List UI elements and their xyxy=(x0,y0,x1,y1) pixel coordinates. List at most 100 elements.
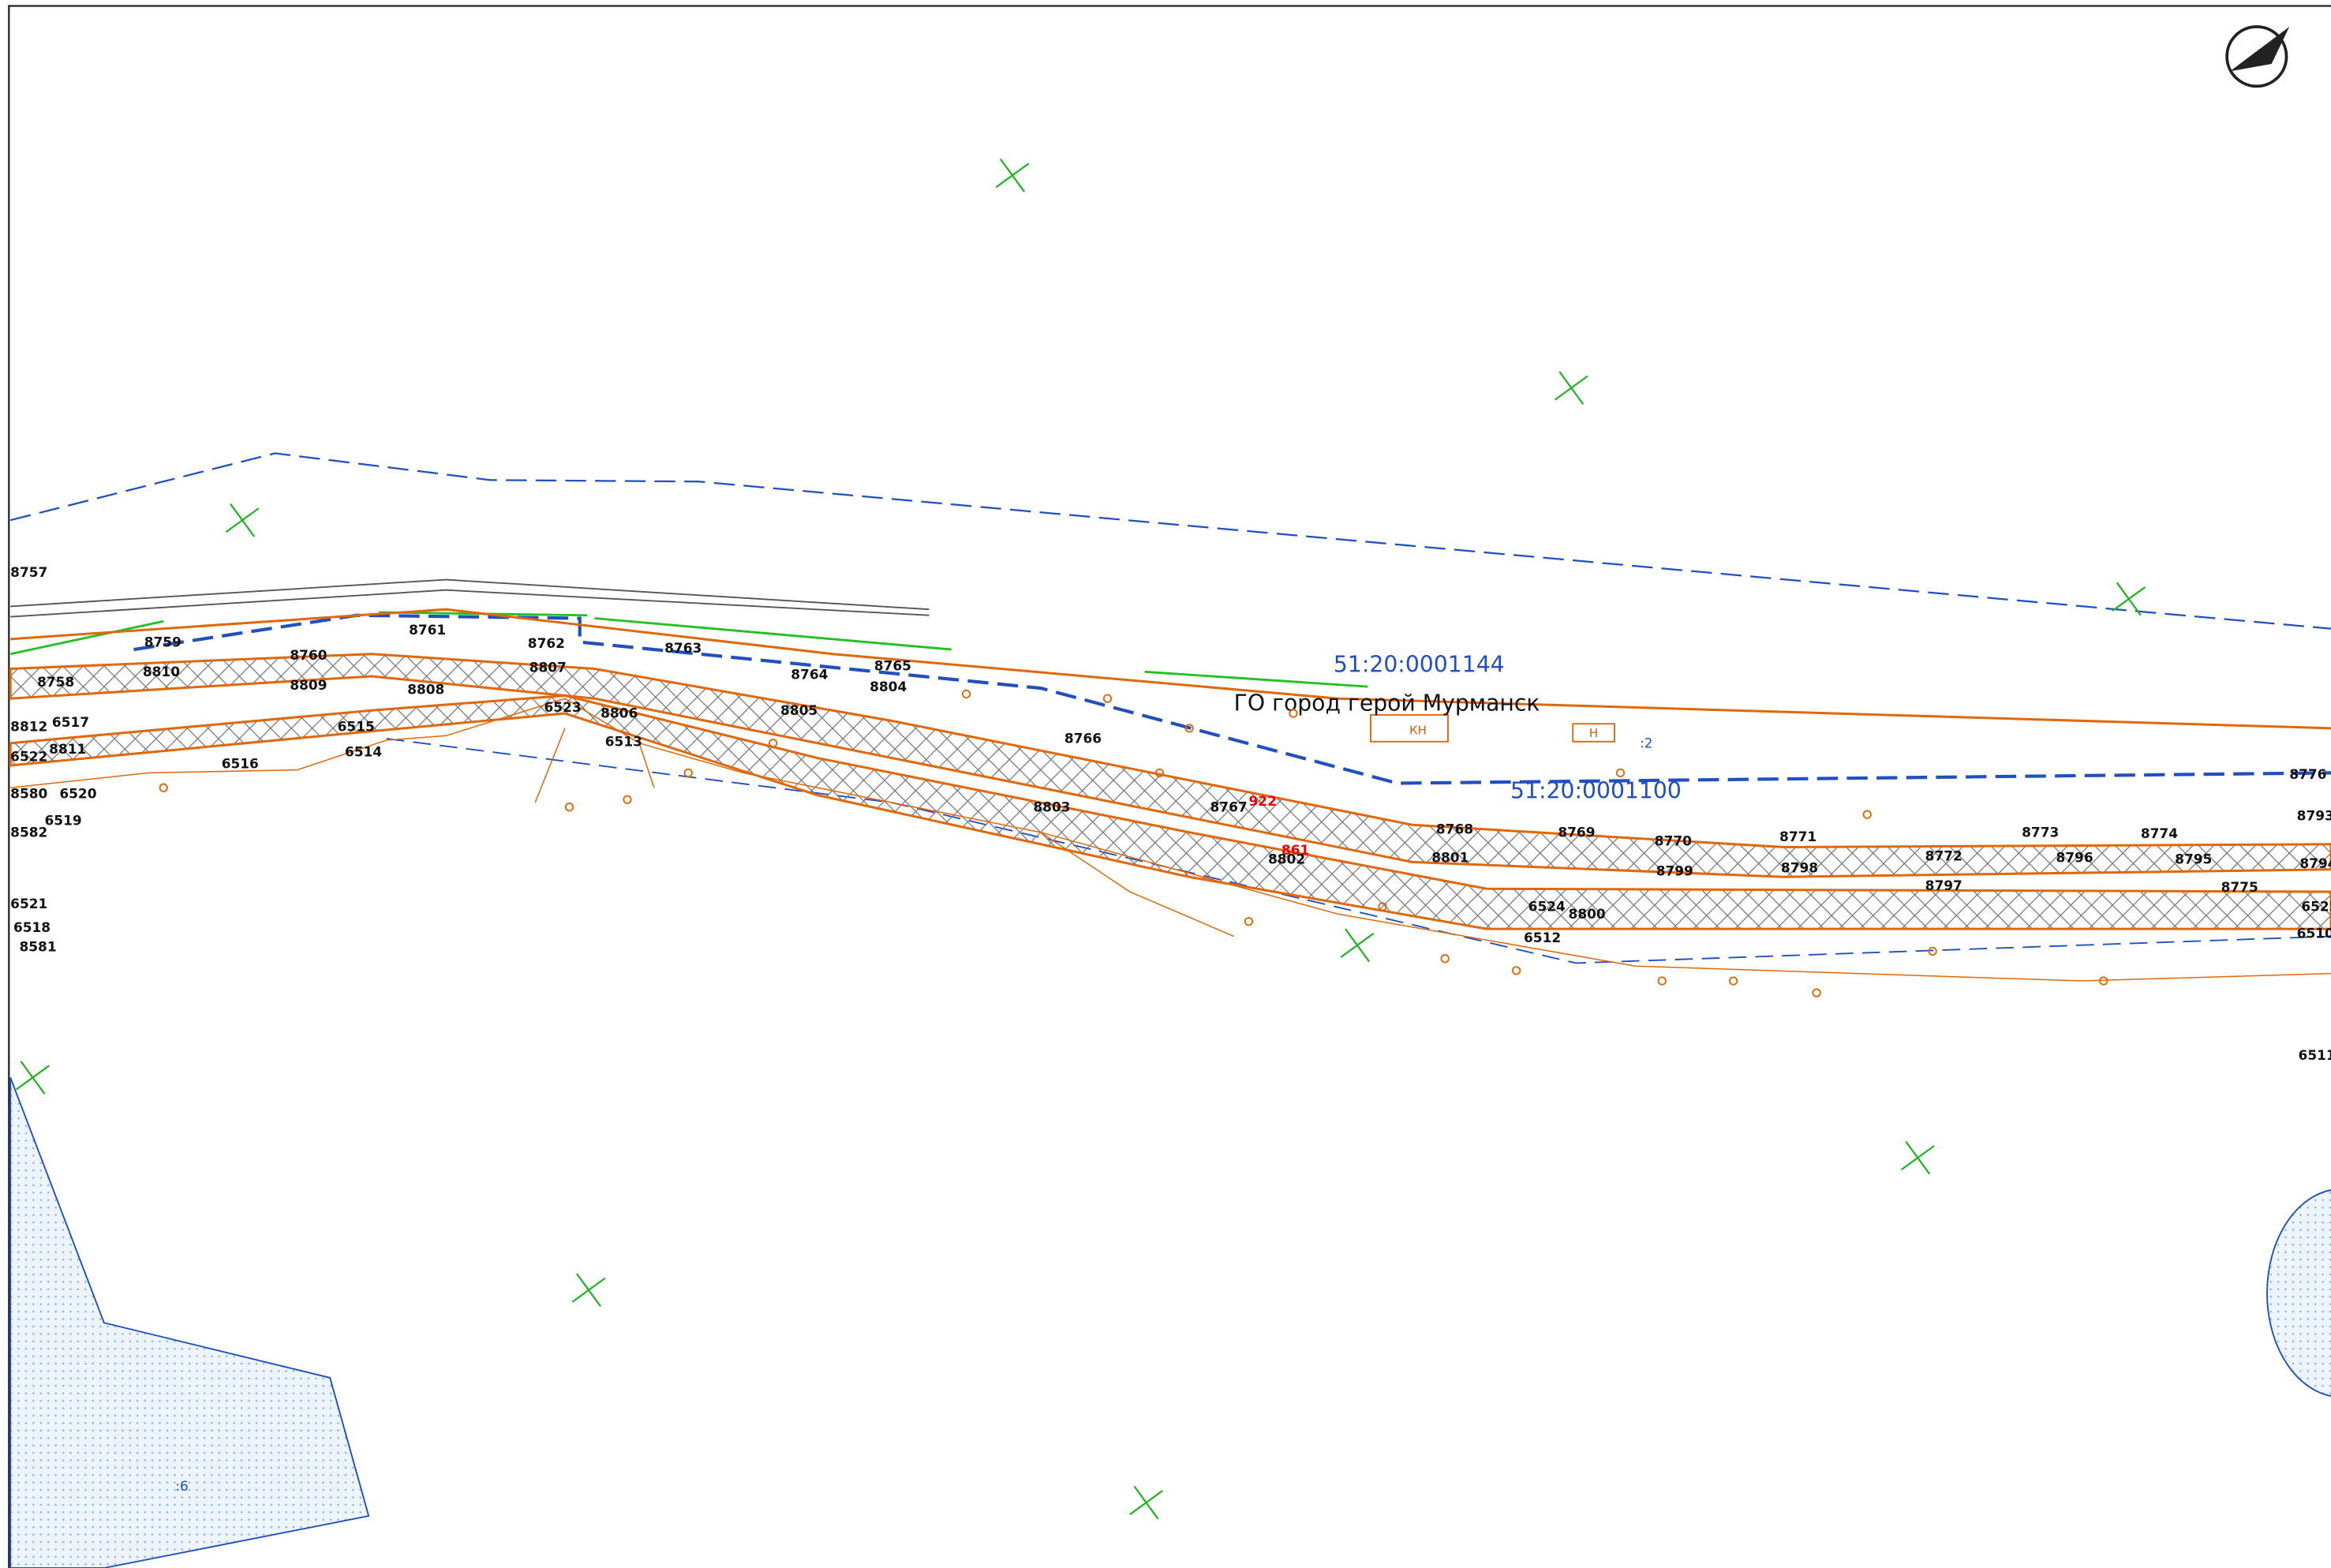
survey-mark xyxy=(623,795,632,804)
survey-mark xyxy=(768,739,778,748)
point-label: 8812 xyxy=(10,719,47,735)
point-label: 8774 xyxy=(2141,825,2178,841)
point-label: 6515 xyxy=(338,719,375,735)
cadastral-number: 51:20:0001144 xyxy=(1334,651,1505,677)
survey-mark xyxy=(159,783,168,792)
point-label: 6518 xyxy=(13,919,51,935)
point-label: 8767 xyxy=(1210,799,1248,814)
grid-cross xyxy=(1129,1485,1163,1520)
point-label: 6516 xyxy=(222,756,259,772)
point-label: 6523 xyxy=(544,699,582,715)
orange-line xyxy=(10,608,2331,730)
orange-line xyxy=(534,728,1234,937)
grid-cross xyxy=(16,1061,50,1095)
survey-mark xyxy=(564,803,574,812)
point-label: 8769 xyxy=(1558,824,1595,840)
survey-mark xyxy=(2099,976,2108,986)
point-label: 6520 xyxy=(59,785,96,801)
point-label: 6521 xyxy=(10,896,47,911)
zone-label: :2 xyxy=(1640,735,1652,750)
zone-ellipse xyxy=(2266,1189,2331,1398)
point-label: 8760 xyxy=(290,647,327,663)
zone-label: :6 xyxy=(175,1478,188,1494)
point-label: 6514 xyxy=(345,744,382,760)
point-label: 8801 xyxy=(1431,849,1469,865)
point-label: 8765 xyxy=(874,657,911,673)
survey-mark xyxy=(1102,694,1113,703)
building xyxy=(1370,713,1449,743)
frame xyxy=(8,5,2331,1568)
point-label: 8775 xyxy=(2221,879,2258,895)
point-label: 8776 xyxy=(2289,766,2326,782)
grid-cross xyxy=(1900,1140,1935,1175)
grid-cross xyxy=(1554,371,1588,405)
point-label: 8757 xyxy=(10,564,47,580)
point-label: 8797 xyxy=(1925,878,1962,893)
point-label: 8800 xyxy=(1569,906,1606,922)
grid-cross xyxy=(995,158,1030,193)
point-label: 8803 xyxy=(1033,799,1070,814)
point-label: 8796 xyxy=(2056,849,2093,865)
survey-mark xyxy=(1289,709,1298,718)
hatched-band xyxy=(9,653,2331,878)
point-label: 8804 xyxy=(870,679,907,694)
point-label: 6510 xyxy=(2297,925,2331,941)
marked-point: 922 xyxy=(1249,793,1277,809)
survey-mark xyxy=(1615,768,1626,778)
point-label: 6522 xyxy=(10,748,47,764)
point-label: 8766 xyxy=(1064,731,1102,747)
point-label: 8795 xyxy=(2175,851,2212,866)
zone-polygon xyxy=(9,1077,370,1568)
point-label: 8582 xyxy=(10,824,47,840)
survey-mark xyxy=(1812,988,1821,997)
survey-mark xyxy=(1511,966,1521,975)
point-label: 8811 xyxy=(49,741,86,757)
labels: 51:20:0001144 51:20:0001100 ГО город гер… xyxy=(10,564,2331,1494)
point-label: 8770 xyxy=(1655,833,1692,849)
survey-mark xyxy=(1729,976,1738,986)
point-label: 8773 xyxy=(2022,824,2059,840)
survey-mark xyxy=(1657,976,1667,986)
point-label: 8581 xyxy=(19,938,56,954)
survey-mark xyxy=(1184,724,1194,733)
road-line xyxy=(10,578,930,618)
point-label: 8771 xyxy=(1779,829,1817,844)
survey-mark xyxy=(1244,917,1254,926)
point-label: 8763 xyxy=(664,640,702,656)
point-label: 8772 xyxy=(1925,848,1962,863)
survey-mark xyxy=(1862,810,1872,819)
point-label: 6513 xyxy=(605,733,642,749)
hatched-band xyxy=(9,694,2331,930)
point-label: 6525 xyxy=(2301,899,2331,915)
point-label: 8798 xyxy=(1781,860,1818,876)
point-label: 8810 xyxy=(143,664,180,679)
survey-mark xyxy=(1928,946,1937,956)
survey-mark xyxy=(1154,768,1165,778)
point-label: 8808 xyxy=(407,682,444,698)
point-label: 6512 xyxy=(1524,930,1561,945)
building xyxy=(1572,723,1615,743)
point-label: 8805 xyxy=(780,702,818,718)
point-label: 8809 xyxy=(290,677,327,693)
point-label: 8758 xyxy=(37,674,74,690)
point-label: 8799 xyxy=(1656,863,1693,878)
point-label: 6524 xyxy=(1528,899,1566,915)
point-label: 8806 xyxy=(601,705,638,721)
point-label: 8761 xyxy=(409,622,446,638)
survey-mark xyxy=(961,689,971,699)
building-label: Н xyxy=(1589,726,1598,740)
point-label: 8580 xyxy=(10,785,47,801)
grid-cross xyxy=(1340,928,1375,963)
point-label: 8802 xyxy=(1268,851,1305,866)
point-label: 8759 xyxy=(144,634,181,649)
survey-mark xyxy=(1378,902,1387,911)
cadastral-boundary xyxy=(133,613,2331,785)
grid-cross xyxy=(2112,582,2146,616)
point-label: 6517 xyxy=(52,714,89,730)
marked-point: 861 xyxy=(1281,842,1309,858)
point-label: 8768 xyxy=(1436,821,1473,837)
grid-cross xyxy=(571,1273,606,1308)
settlement-name: ГО город герой Мурманск xyxy=(1234,690,1540,716)
